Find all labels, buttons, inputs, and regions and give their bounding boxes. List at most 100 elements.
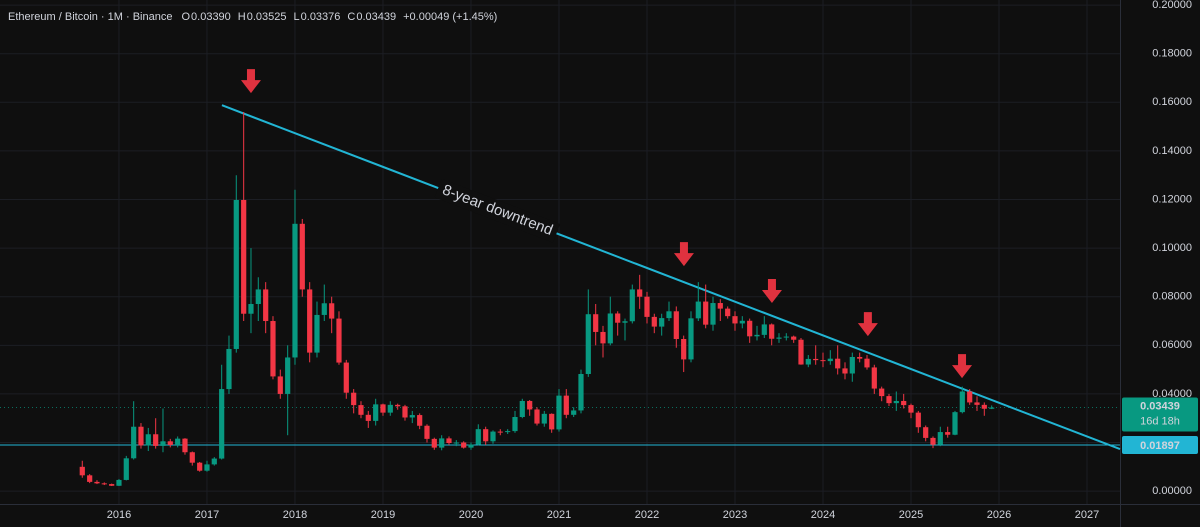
ohlc-value: 0.03376 [301,11,341,23]
candle-body [886,396,892,404]
candle-body [879,388,885,397]
candle-body [123,458,129,480]
candle-body [343,362,349,393]
candle-body [688,318,694,360]
candle-body [431,438,437,448]
candle-body [695,301,701,319]
candle-body [409,415,415,418]
last-price-label: 0.03439 [1140,400,1180,412]
candle-body [248,304,254,314]
candle-body [776,337,782,339]
candle-body [175,438,181,445]
support-price-label: 0.01897 [1140,440,1180,452]
candle-body [952,412,958,435]
trendline-label-bg [434,178,561,243]
candle-body [182,438,188,453]
candle-body [336,318,342,363]
candle-body [270,321,276,377]
candle-body [637,289,643,297]
candle-body [842,368,848,374]
arrow-marker [952,354,973,379]
candle-body [219,389,225,459]
candle-body [475,429,481,445]
candle-body [483,429,489,442]
candle-body [87,475,93,482]
candle-body [285,357,291,394]
x-tick-label: 2026 [987,509,1011,521]
candle-body [651,316,657,327]
y-tick-label: 0.20000 [1152,0,1192,11]
y-tick-label: 0.16000 [1152,96,1192,108]
x-tick-label: 2024 [811,509,835,521]
x-tick-label: 2025 [899,509,923,521]
arrow-marker [857,312,878,337]
x-tick-label: 2016 [107,509,131,521]
candle-body [189,452,195,463]
candle-body [820,360,826,362]
candle-body [659,318,665,327]
change-label: +0.00049 (+1.45%) [403,11,497,23]
ohlc-key: H [238,11,246,23]
candle-body [527,400,533,410]
candle-body [908,405,914,413]
candle-body [160,441,166,446]
ohlc-value: 0.03390 [191,11,231,23]
candle-body [468,444,474,448]
y-tick-label: 0.18000 [1152,48,1192,60]
candle-body [94,481,100,484]
candle-body [329,303,335,319]
candle-body [578,373,584,411]
candle-body [556,395,562,430]
candle-body [813,358,819,361]
x-tick-label: 2020 [459,509,483,521]
arrow-marker [761,279,782,304]
candle-body [571,410,577,415]
candle-body [893,400,899,404]
candle-body [534,409,540,424]
candle-body [424,425,430,439]
candle-body [439,438,445,448]
candle-body [901,400,907,406]
candle-body [732,316,738,324]
x-tick-label: 2022 [635,509,659,521]
candle-body [563,395,569,415]
candle-body [167,441,173,445]
candle-body [629,289,635,322]
candle-body [725,308,731,317]
candle-body [351,392,357,406]
candle-body [131,426,137,459]
candle-body [226,348,232,390]
candle-body [109,484,115,486]
candle-body [607,313,613,344]
candle-body [717,303,723,309]
candle-body [314,314,320,353]
candle-body [497,431,503,433]
candle-body [835,358,841,369]
candle-body [233,199,239,349]
candle-body [549,413,555,430]
y-tick-label: 0.14000 [1152,145,1192,157]
candle-body [644,296,650,317]
candle-body [79,466,85,476]
candle-body [710,303,716,325]
candle-body [307,289,313,353]
candle-body [138,426,144,446]
candle-body [871,367,877,389]
y-tick-label: 0.00000 [1152,485,1192,497]
candle-body [673,311,679,339]
x-tick-label: 2023 [723,509,747,521]
candle-body [666,311,672,319]
candle-body [387,404,393,413]
candle-body [703,301,709,325]
ohlc-key: O [181,11,190,23]
candle-body [461,442,467,448]
candle-body [945,432,951,435]
y-tick-label: 0.06000 [1152,339,1192,351]
candle-body [153,434,159,446]
candle-body [989,407,995,409]
ohlc-key: C [347,11,355,23]
candle-body [395,404,401,407]
candle-body [241,199,247,314]
